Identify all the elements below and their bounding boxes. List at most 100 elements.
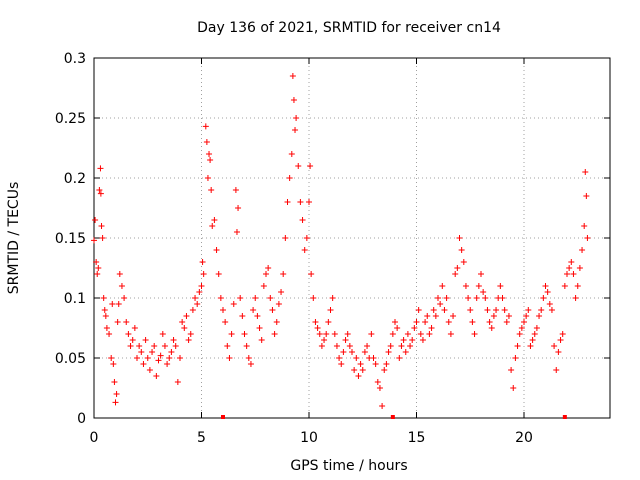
data-point	[584, 235, 591, 241]
data-point	[327, 307, 334, 313]
data-point	[437, 301, 444, 307]
data-point	[198, 283, 205, 289]
data-point	[538, 307, 545, 313]
data-point	[307, 163, 314, 169]
data-point	[331, 331, 338, 337]
axis-marker	[221, 415, 225, 419]
data-point	[540, 295, 547, 301]
data-point	[164, 361, 171, 367]
data-point	[290, 97, 297, 103]
data-point	[127, 343, 134, 349]
data-point	[525, 307, 532, 313]
data-point	[544, 289, 551, 295]
data-point	[228, 331, 235, 337]
data-point	[568, 259, 575, 265]
data-point	[452, 271, 459, 277]
data-point	[200, 271, 207, 277]
data-point	[402, 349, 409, 355]
data-point	[118, 283, 125, 289]
data-point	[99, 235, 106, 241]
data-point	[121, 295, 128, 301]
data-point	[112, 399, 119, 406]
data-point	[385, 349, 392, 355]
data-point	[333, 343, 340, 349]
data-point	[185, 337, 192, 343]
data-point	[374, 379, 381, 385]
data-point	[111, 379, 118, 385]
data-point	[439, 283, 446, 289]
data-point	[432, 313, 439, 319]
data-point	[407, 343, 414, 349]
data-point	[460, 259, 467, 265]
data-point	[404, 331, 411, 337]
data-point	[108, 355, 115, 361]
data-point	[97, 165, 104, 172]
data-point	[566, 265, 573, 271]
x-tick-label: 20	[515, 430, 533, 446]
data-point	[351, 367, 358, 373]
data-point	[202, 123, 209, 130]
tick-layer: 0 0.05 0.1 0.15 0.2 0.25 0.3 0 5 10 15 20	[55, 51, 610, 446]
data-point	[235, 205, 242, 211]
data-point	[138, 349, 145, 355]
data-point	[518, 325, 525, 331]
data-point	[576, 265, 583, 271]
data-point	[275, 301, 282, 307]
data-point	[486, 319, 493, 325]
data-point	[344, 331, 351, 337]
data-point	[192, 295, 199, 301]
data-point	[245, 355, 252, 361]
plot-frame	[93, 57, 611, 419]
data-point	[353, 355, 360, 361]
data-point	[516, 331, 523, 337]
axis-marker	[390, 415, 395, 419]
data-point	[157, 352, 164, 359]
data-point	[273, 319, 280, 325]
data-point	[116, 271, 123, 277]
data-point	[445, 319, 452, 325]
chart-title: Day 136 of 2021, SRMTID for receiver cn1…	[197, 20, 501, 36]
data-point	[424, 313, 431, 319]
data-point	[196, 289, 203, 295]
data-point	[561, 283, 568, 289]
data-point	[488, 325, 495, 331]
data-point	[220, 307, 226, 313]
data-point	[462, 283, 469, 289]
data-point	[398, 343, 405, 349]
data-point	[282, 235, 289, 241]
data-point	[379, 403, 386, 409]
data-point	[559, 331, 566, 337]
data-point	[499, 295, 506, 301]
data-point	[394, 325, 401, 331]
data-point	[497, 283, 504, 289]
data-point	[342, 337, 349, 343]
data-point	[159, 331, 166, 337]
y-tick-label: 0.1	[64, 291, 86, 307]
data-point	[93, 259, 100, 265]
x-tick-label: 15	[408, 430, 426, 446]
data-point	[144, 355, 151, 361]
data-point	[314, 325, 321, 331]
data-point	[292, 127, 299, 133]
data-point	[239, 313, 246, 319]
data-point	[542, 283, 549, 289]
data-point	[413, 319, 420, 325]
y-tick-label: 0.05	[55, 351, 86, 367]
y-axis-label: SRMTID / TECUs	[6, 182, 22, 295]
data-point	[94, 271, 101, 277]
data-point	[396, 355, 403, 361]
data-point	[450, 313, 457, 319]
data-point	[381, 367, 388, 373]
data-point	[574, 283, 581, 289]
data-point	[96, 187, 103, 193]
data-point	[177, 355, 183, 361]
data-point	[110, 361, 117, 367]
data-point	[293, 115, 300, 121]
y-tick-label: 0.2	[64, 171, 86, 187]
data-point	[465, 295, 472, 301]
data-point	[297, 199, 304, 205]
data-point	[203, 139, 210, 145]
data-point	[505, 313, 512, 319]
data-point	[510, 385, 517, 391]
data-point	[376, 385, 383, 391]
